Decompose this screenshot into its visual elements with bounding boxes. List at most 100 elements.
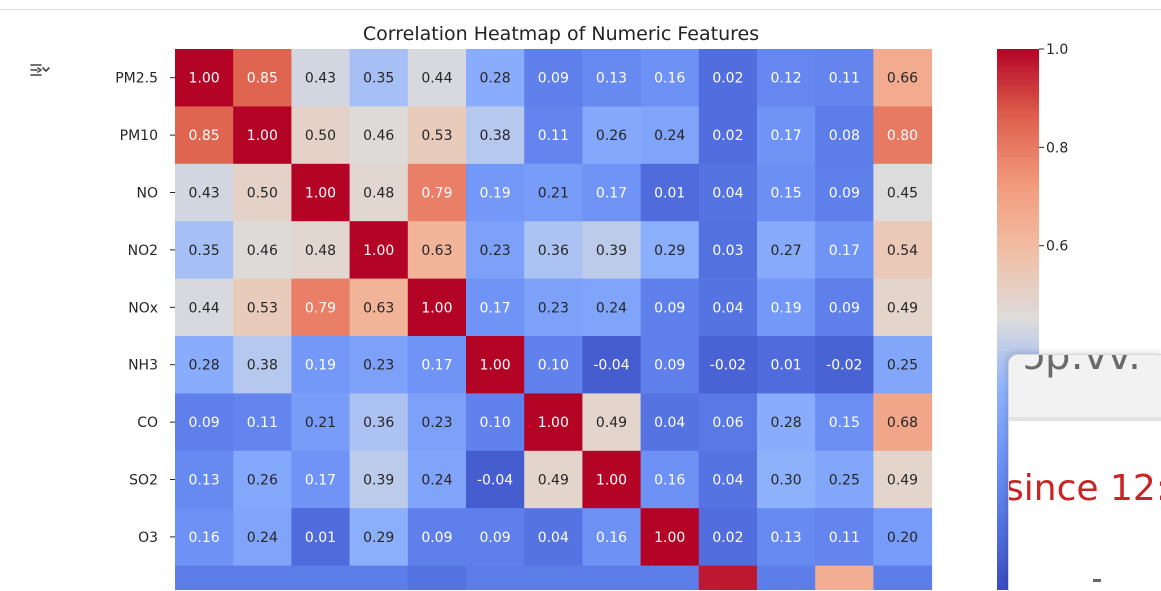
colorbar-segment <box>997 143 1039 149</box>
cell-value-label: 0.09 <box>654 300 685 316</box>
output-toggle-icon[interactable] <box>28 60 52 84</box>
heatmap-cell <box>640 221 700 280</box>
colorbar-segment <box>997 193 1039 199</box>
cell-value-label: 0.50 <box>305 128 336 144</box>
heatmap-cell <box>757 450 816 509</box>
cell-value-label: 0.30 <box>771 473 802 489</box>
heatmap-cell <box>349 336 409 394</box>
colorbar-segment <box>997 283 1039 289</box>
cell-value-label: 0.43 <box>305 71 336 87</box>
cell-value-label: 0.11 <box>829 71 860 87</box>
cell-value-label: 0.49 <box>887 473 918 489</box>
heatmap-cell <box>349 450 409 509</box>
cell-value-label: 0.24 <box>596 300 627 316</box>
heatmap-cell-partial <box>698 565 758 590</box>
overlay-mark <box>1093 579 1101 582</box>
heatmap-cell <box>582 508 642 567</box>
heatmap-cell <box>175 49 234 107</box>
heatmap-cell-partial <box>524 565 583 590</box>
cell-value-label: 1.00 <box>247 128 278 144</box>
heatmap-cell <box>349 106 409 165</box>
heatmap-cell <box>524 336 583 394</box>
colorbar-segment <box>997 305 1039 312</box>
cell-value-label: 0.28 <box>480 71 511 87</box>
colorbar-segment <box>997 125 1039 131</box>
colorbar-tick-label: 1.0 <box>1046 42 1068 58</box>
cell-value-label: 0.26 <box>247 473 278 489</box>
heatmap-cell <box>175 163 234 222</box>
cell-value-label: 0.54 <box>887 243 918 259</box>
cell-value-label: 0.01 <box>654 186 685 202</box>
cell-value-label: 0.53 <box>421 128 452 144</box>
heatmap-cell <box>466 393 525 452</box>
cell-value-label: 0.13 <box>771 530 802 546</box>
cell-value-label: 0.13 <box>189 473 220 489</box>
colorbar-segment <box>997 301 1039 307</box>
heatmap-cells: 1.00 0.85 0.43 0.35 0.44 0.28 0.09 0.13 0.16 0.02… <box>175 49 933 590</box>
colorbar-segment <box>997 342 1039 348</box>
colorbar-segment <box>997 310 1039 316</box>
heatmap-cell <box>466 163 525 222</box>
cell-value-label: 0.19 <box>480 186 511 202</box>
colorbar-segment <box>997 58 1039 64</box>
colorbar-segment <box>997 224 1039 230</box>
heatmap-cell <box>873 221 933 280</box>
heatmap-cell <box>407 49 467 107</box>
heatmap-cell-partial <box>349 565 409 590</box>
heatmap-cell <box>698 278 758 337</box>
overlay-header: ɔ̈p:vv. <box>1009 355 1161 421</box>
cell-value-label: 0.17 <box>771 128 802 144</box>
cell-value-label: 0.46 <box>363 128 394 144</box>
heatmap-cell <box>698 508 758 567</box>
cell-value-label: 1.00 <box>363 243 394 259</box>
cell-value-label: 0.44 <box>189 300 220 316</box>
colorbar-segment <box>997 292 1039 298</box>
heatmap-cell <box>466 336 525 394</box>
heatmap-cell <box>233 336 292 394</box>
heatmap-cell <box>291 163 351 222</box>
cell-value-label: 0.09 <box>829 300 860 316</box>
heatmap-cell <box>466 49 525 107</box>
colorbar-segment <box>997 242 1039 248</box>
heatmap-cell <box>233 278 292 337</box>
colorbar-segment <box>997 134 1039 140</box>
cell-value-label: 0.16 <box>189 530 220 546</box>
cell-value-label: 0.39 <box>363 473 394 489</box>
heatmap-cell <box>815 106 874 165</box>
cell-value-label: 0.21 <box>538 186 569 202</box>
heatmap-cell <box>640 393 700 452</box>
cell-value-label: 0.03 <box>712 243 743 259</box>
heatmap-cell <box>233 163 292 222</box>
heatmap-cell <box>233 393 292 452</box>
heatmap-cell <box>873 508 933 567</box>
cell-value-label: 0.48 <box>363 186 394 202</box>
colorbar-segment <box>997 220 1039 226</box>
cell-value-label: 0.09 <box>480 530 511 546</box>
row-label: PM2.5 <box>115 71 158 87</box>
overlapping-window[interactable]: ɔ̈p:vv. since 12: <box>1008 354 1161 591</box>
colorbar-segment <box>997 121 1039 127</box>
heatmap-cell <box>698 450 758 509</box>
colorbar-segment <box>997 251 1039 257</box>
colorbar-segment <box>997 346 1039 352</box>
cell-value-label: 0.63 <box>363 300 394 316</box>
heatmap-cell <box>466 278 525 337</box>
cell-value-label: 0.17 <box>421 358 452 374</box>
colorbar-segment <box>997 148 1039 154</box>
cell-value-label: 0.16 <box>596 530 627 546</box>
heatmap-cell <box>698 106 758 165</box>
cell-value-label: 1.00 <box>305 186 336 202</box>
cell-value-label: 0.80 <box>887 128 918 144</box>
heatmap-cell <box>582 336 642 394</box>
heatmap-cell <box>291 49 351 107</box>
heatmap-cell <box>524 393 583 452</box>
heatmap-cell <box>815 278 874 337</box>
heatmap-cell-partial <box>175 565 234 590</box>
cell-value-label: 0.27 <box>771 243 802 259</box>
heatmap-cell <box>175 508 234 567</box>
cell-value-label: 1.00 <box>421 300 452 316</box>
cell-value-label: 0.01 <box>305 530 336 546</box>
heatmap-cell <box>640 49 700 107</box>
heatmap-cell <box>640 163 700 222</box>
